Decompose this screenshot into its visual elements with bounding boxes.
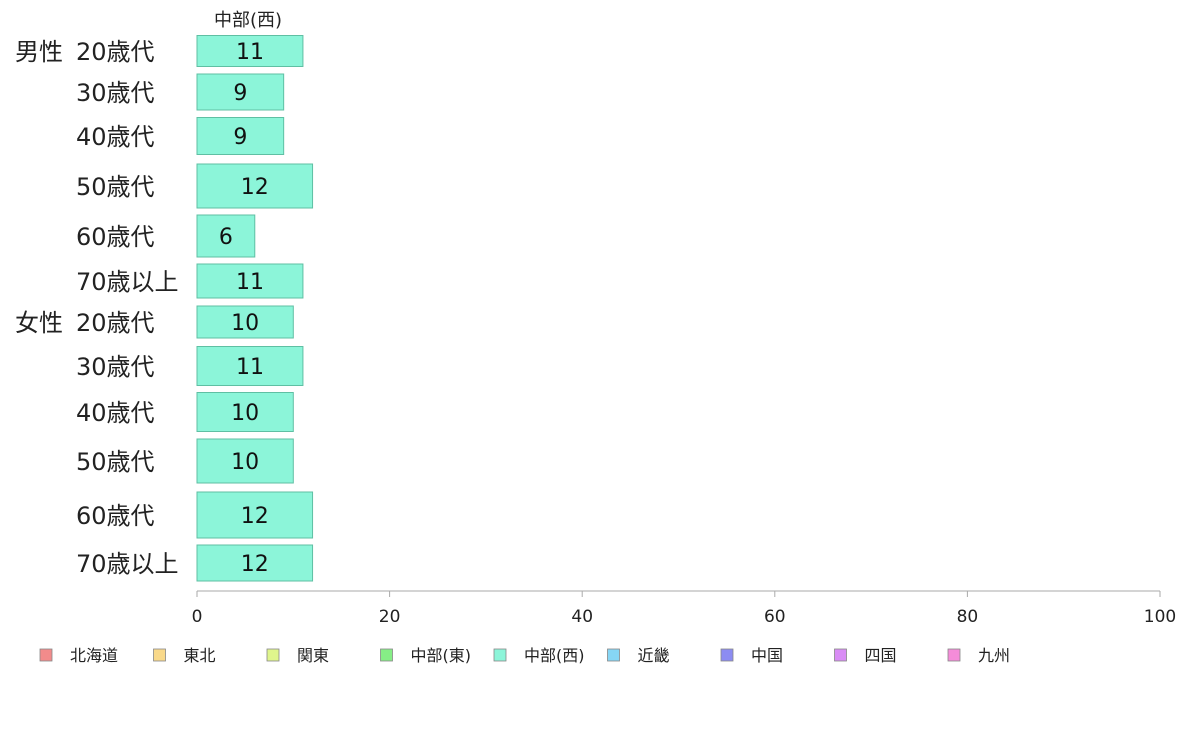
group-label: 女性 [15,309,63,337]
legend-swatch [40,649,52,661]
legend-label: 四国 [865,646,897,665]
x-tick-label: 80 [957,607,979,627]
legend-swatch [608,649,620,661]
legend-swatch [267,649,279,661]
bar-value-label: 12 [241,504,269,529]
legend-label: 関東 [297,646,329,665]
legend-swatch [835,649,847,661]
bar-value-label: 10 [231,401,259,426]
category-label: 60歳代 [76,502,155,530]
category-label: 20歳代 [76,38,155,66]
bar-value-label: 11 [236,40,264,65]
bar-value-label: 6 [219,225,233,250]
x-tick-label: 40 [571,607,593,627]
bar-value-label: 9 [233,125,247,150]
legend-label: 中部(西) [524,646,585,665]
bar-value-label: 9 [233,81,247,106]
category-label: 50歳代 [76,173,155,201]
legend-swatch [154,649,166,661]
x-tick-label: 0 [192,607,203,627]
bar-value-label: 10 [231,311,259,336]
legend: 北海道 東北 関東 中部(東) 中部(西) 近畿 中国 四国 九州 [40,646,1010,665]
bar-value-label: 11 [236,355,264,380]
legend-swatch [721,649,733,661]
legend-label: 中国 [751,646,783,665]
legend-label: 中部(東) [411,646,472,665]
panel-title: 中部(西) [214,10,282,31]
category-label: 30歳代 [76,79,155,107]
x-tick-label: 100 [1144,607,1176,627]
x-tick-label: 20 [379,607,401,627]
bar-value-label: 12 [241,552,269,577]
category-label: 40歳代 [76,399,155,427]
category-label: 50歳代 [76,448,155,476]
legend-swatch [494,649,506,661]
x-axis: 0 20 40 60 80 100 [192,591,1177,627]
x-tick-label: 60 [764,607,786,627]
legend-swatch [381,649,393,661]
category-label: 70歳以上 [76,550,179,578]
legend-label: 北海道 [70,646,118,665]
bar-value-label: 12 [241,175,269,200]
legend-label: 近畿 [638,646,670,665]
category-label: 60歳代 [76,223,155,251]
category-label: 70歳以上 [76,268,179,296]
category-label: 30歳代 [76,353,155,381]
category-label: 40歳代 [76,123,155,151]
category-label: 20歳代 [76,309,155,337]
legend-label: 九州 [978,646,1010,665]
category-labels: 20歳代男性30歳代40歳代50歳代60歳代70歳以上20歳代女性30歳代40歳… [15,38,179,578]
legend-label: 東北 [184,646,216,665]
bar-value-label: 11 [236,270,264,295]
legend-swatch [948,649,960,661]
bar-value-label: 10 [231,450,259,475]
group-label: 男性 [15,38,63,66]
